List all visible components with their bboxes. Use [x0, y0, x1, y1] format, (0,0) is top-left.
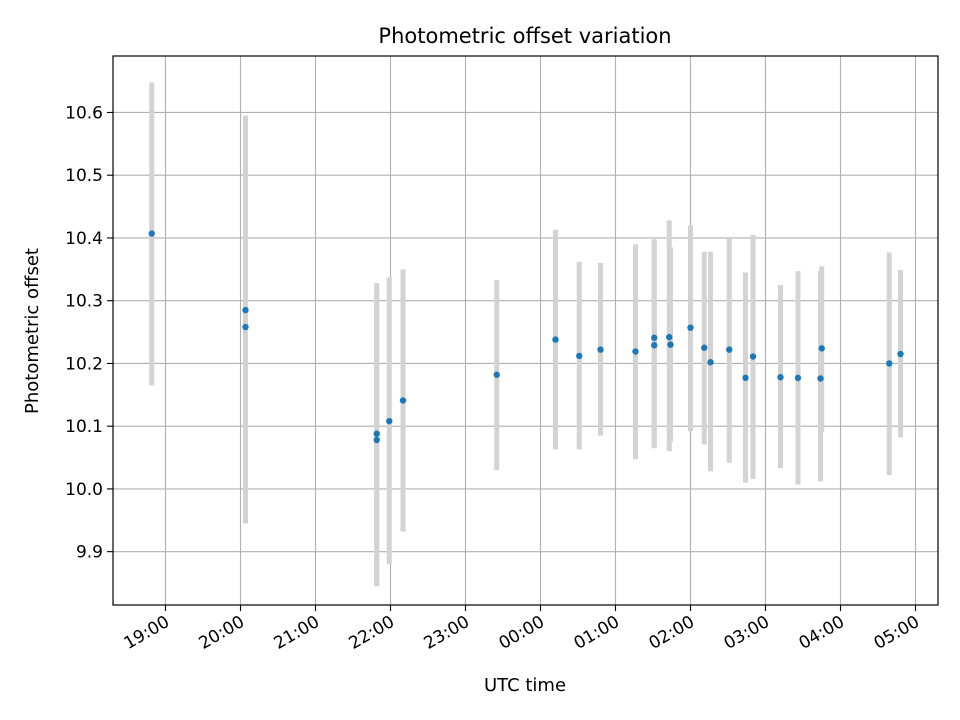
data-point — [651, 342, 658, 349]
y-tick-label: 10.1 — [65, 417, 103, 437]
data-point — [897, 350, 904, 358]
x-tick-label: 02:00 — [646, 612, 698, 654]
data-point — [373, 436, 380, 444]
x-tick-label: 22:00 — [346, 612, 398, 654]
error-bars — [149, 82, 903, 587]
data-point — [373, 430, 380, 437]
x-tick-label: 01:00 — [571, 612, 623, 654]
x-tick-label: 05:00 — [871, 612, 923, 654]
x-tick-label: 20:00 — [196, 612, 248, 654]
data-point — [818, 345, 825, 352]
y-tick-label: 9.9 — [76, 543, 103, 563]
data-point — [242, 306, 249, 314]
data-point — [667, 341, 674, 348]
data-point — [742, 374, 749, 382]
y-tick-label: 10.6 — [65, 103, 103, 123]
data-point — [707, 358, 714, 366]
data-point — [687, 324, 694, 331]
data-point — [701, 344, 708, 351]
data-point — [493, 371, 500, 378]
data-point — [386, 417, 393, 425]
data-point — [632, 348, 639, 355]
x-tick-label: 00:00 — [496, 612, 548, 654]
data-point — [242, 323, 249, 331]
data-point — [576, 352, 583, 360]
plot-frame — [112, 55, 939, 606]
data-point — [399, 397, 407, 404]
x-tick-label: 04:00 — [796, 612, 848, 654]
x-tick-label: 21:00 — [271, 612, 323, 654]
y-axis-ticks: 9.9 10.0 10.1 10.2 10.3 10.4 10.5 10.6 — [65, 103, 113, 563]
chart-title: Photometric offset variation — [378, 24, 671, 48]
data-point — [666, 333, 673, 341]
data-points — [148, 230, 904, 444]
data-point — [597, 346, 604, 353]
x-tick-label: 03:00 — [721, 612, 773, 654]
y-axis-label: Photometric offset — [22, 248, 43, 414]
y-tick-label: 10.0 — [65, 480, 103, 500]
data-point — [148, 230, 155, 237]
x-tick-label: 19:00 — [121, 612, 173, 654]
x-tick-label: 23:00 — [421, 612, 473, 654]
y-tick-label: 10.2 — [65, 354, 103, 374]
data-point — [552, 336, 559, 343]
grid-lines — [113, 56, 938, 605]
y-tick-label: 10.4 — [65, 229, 103, 249]
data-point — [749, 353, 757, 360]
data-point — [777, 374, 784, 381]
data-point — [726, 346, 733, 353]
x-axis-ticks: 19:00 20:00 21:00 22:00 23:00 00:00 01:00 02:00… — [121, 605, 923, 654]
data-point — [651, 334, 658, 341]
y-tick-label: 10.3 — [65, 292, 103, 312]
y-tick-label: 10.5 — [65, 166, 103, 186]
x-axis-label: UTC time — [484, 675, 566, 696]
data-point — [794, 374, 802, 382]
data-point — [817, 375, 824, 382]
data-point — [886, 360, 893, 367]
